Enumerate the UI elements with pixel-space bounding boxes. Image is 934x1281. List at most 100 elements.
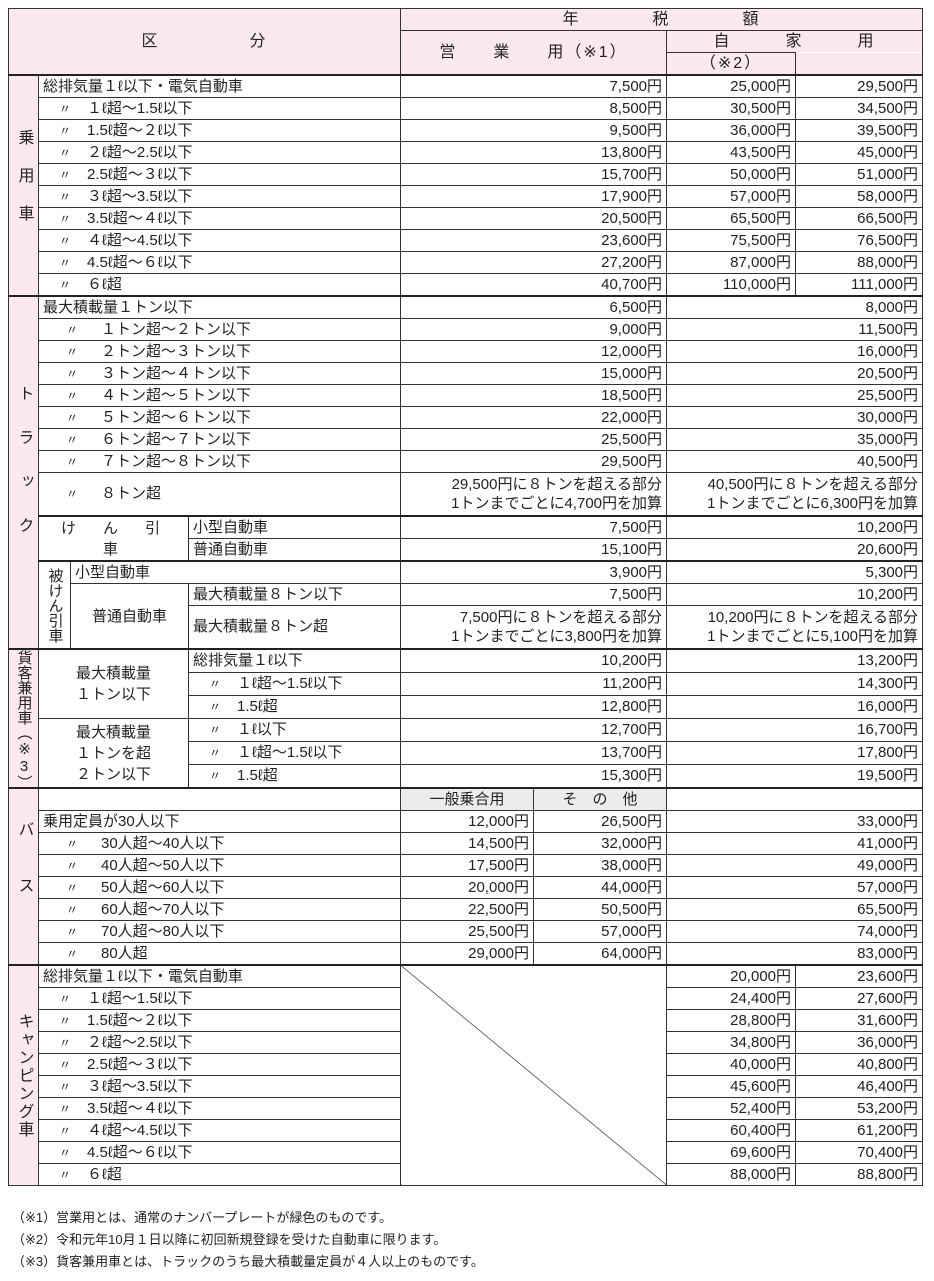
business-tax: 12,700円	[400, 718, 668, 742]
private-tax: 88,800円	[795, 1163, 924, 1186]
private-tax: 23,600円	[795, 964, 924, 988]
private-tax-new: 28,800円	[666, 1009, 797, 1032]
business-tax: 7,500円	[400, 515, 668, 539]
other-tax: 50,500円	[533, 898, 668, 921]
description-text: 1.5ℓ超	[237, 698, 278, 715]
header-category: 区 分	[7, 8, 402, 76]
table-row: 〃 ３ℓ超〜3.5ℓ以下 45,600円 46,400円	[9, 1075, 924, 1098]
general-route-tax: 20,000円	[400, 876, 535, 899]
private-tax: 33,000円	[666, 810, 924, 833]
table-row: 〃 ２トン超〜３トン以下 12,000円 16,000円	[9, 340, 924, 363]
business-tax: 9,000円	[400, 318, 668, 341]
description-text: ４ℓ超〜4.5ℓ以下	[87, 231, 193, 249]
table-row: 〃 ２ℓ超〜2.5ℓ以下 13,800円 43,500円 45,000円	[9, 141, 924, 164]
private-tax: 25,500円	[666, 384, 924, 407]
ditto-mark: 〃	[58, 145, 71, 160]
header-note-2: （※2）	[666, 52, 797, 76]
description-text: 2.5ℓ超〜３ℓ以下	[87, 1055, 193, 1073]
private-tax: 70,400円	[795, 1141, 924, 1164]
private-tax: 61,200円	[795, 1119, 924, 1142]
description-text: ３ℓ超〜3.5ℓ以下	[87, 187, 193, 205]
table-row: 〃 50人超〜60人以下 20,000円 44,000円 57,000円	[9, 876, 924, 899]
ditto-mark: 〃	[58, 1035, 71, 1050]
table-row: 最大積載量 １トンを超 ２トン以下〃 １ℓ以下 12,700円 16,700円	[9, 718, 924, 789]
general-route-tax: 22,500円	[400, 898, 535, 921]
private-tax: 53,200円	[795, 1097, 924, 1120]
table-row: 〃 1.5ℓ超 12,800円 16,000円	[9, 695, 924, 719]
table-row: 〃 ４ℓ超〜4.5ℓ以下 60,400円 61,200円	[9, 1119, 924, 1142]
category-description: 〃 ２ℓ超〜2.5ℓ以下	[37, 1031, 402, 1054]
other-tax: 26,500円	[533, 810, 668, 833]
category-description: 〃 ５トン超〜６トン以下	[37, 406, 402, 429]
description-text: ２トン超〜３トン以下	[101, 342, 252, 360]
private-tax-new: 50,000円	[666, 163, 797, 186]
not-applicable-diagonal	[400, 964, 668, 1186]
category-description: 〃 60人超〜70人以下	[37, 898, 402, 921]
category-description: 〃 50人超〜60人以下	[37, 876, 402, 899]
business-tax: 8,500円	[400, 97, 668, 120]
description-text: ７トン超〜８トン以下	[101, 452, 252, 470]
table-row: 乗用定員が30人以下 12,000円 26,500円 33,000円	[9, 810, 924, 833]
category-description: 〃 4.5ℓ超〜６ℓ以下	[37, 1141, 402, 1164]
business-tax: 10,200円	[400, 648, 668, 673]
header-private: 自 家 用	[666, 30, 924, 53]
private-tax-new: 52,400円	[666, 1097, 797, 1120]
ditto-mark: 〃	[58, 123, 71, 138]
ditto-mark: 〃	[65, 924, 78, 939]
description-text: 乗用定員が30人以下	[43, 812, 180, 830]
footnote-2: （※2）令和元年10月１日以降に初回新規登録を受けた自動車に限ります。	[12, 1232, 447, 1247]
other-tax: 38,000円	[533, 854, 668, 877]
description-text: 60人超〜70人以下	[101, 900, 225, 918]
section-label-dual-use: 貨客兼用車（※3）	[8, 648, 39, 789]
category-description: 〃 ４トン超〜５トン以下	[37, 384, 402, 407]
footnote-1: （※1）営業用とは、通常のナンバープレートが緑色のものです。	[12, 1210, 393, 1225]
ditto-mark: 〃	[65, 858, 78, 873]
table-row: 〃 ６ℓ超 88,000円 88,800円	[9, 1163, 924, 1186]
category-description: 小型自動車	[69, 560, 402, 584]
trailer-label: 被けん引車	[38, 560, 71, 650]
business-tax: 18,500円	[400, 384, 668, 407]
category-description: 〃 70人超〜80人以下	[37, 920, 402, 943]
business-tax: 29,500円に８トンを超える部分 1トンまでごとに4,700円を加算	[400, 472, 668, 517]
private-tax: 5,300円	[666, 560, 924, 584]
header-private-blank	[795, 52, 924, 76]
private-tax: 45,000円	[795, 141, 924, 164]
private-tax: 88,000円	[795, 251, 924, 274]
ditto-mark: 〃	[208, 700, 221, 714]
category-description: 〃 ３ℓ超〜3.5ℓ以下	[37, 185, 402, 208]
table-row: 〃 60人超〜70人以下 22,500円 50,500円 65,500円	[9, 898, 924, 921]
business-tax: 9,500円	[400, 119, 668, 142]
description-text: 50人超〜60人以下	[101, 878, 225, 896]
description-text: １ℓ超〜1.5ℓ以下	[237, 744, 343, 761]
category-description: 乗用定員が30人以下	[37, 810, 402, 833]
private-tax-new: 45,600円	[666, 1075, 797, 1098]
business-tax: 11,200円	[400, 672, 668, 696]
ditto-mark: 〃	[58, 1057, 71, 1072]
header-business: 営 業 用（※1）	[400, 30, 668, 76]
private-tax-new: 88,000円	[666, 1163, 797, 1186]
table-row: 〃 ８トン超 29,500円に８トンを超える部分 1トンまでごとに4,700円を加算…	[9, 472, 924, 517]
business-tax: 13,700円	[400, 741, 668, 765]
ditto-mark: 〃	[58, 1013, 71, 1028]
private-tax: 31,600円	[795, 1009, 924, 1032]
general-route-tax: 25,500円	[400, 920, 535, 943]
ditto-mark: 〃	[58, 1167, 71, 1182]
ditto-mark: 〃	[65, 432, 78, 447]
table-row: 〃 １ℓ超〜1.5ℓ以下 8,500円 30,500円 34,500円	[9, 97, 924, 120]
category-description: 〃 2.5ℓ超〜３ℓ以下	[37, 1053, 402, 1076]
general-route-tax: 14,500円	[400, 832, 535, 855]
ditto-mark: 〃	[65, 880, 78, 895]
private-tax-new: 40,000円	[666, 1053, 797, 1076]
category-description: 〃 １トン超〜２トン以下	[37, 318, 402, 341]
description-text: ４ℓ超〜4.5ℓ以下	[87, 1121, 193, 1139]
private-tax-new: 69,600円	[666, 1141, 797, 1164]
trailer-regular-label: 普通自動車	[70, 583, 189, 650]
description-text: 1.5ℓ超〜２ℓ以下	[87, 121, 193, 139]
table-row: 〃 1.5ℓ超 15,300円 19,500円	[9, 764, 924, 789]
ditto-mark: 〃	[58, 1145, 71, 1160]
private-tax: 51,000円	[795, 163, 924, 186]
section-label-truck: トラック	[8, 295, 39, 650]
ditto-mark: 〃	[65, 410, 78, 425]
category-description: 〃 40人超〜50人以下	[37, 854, 402, 877]
description-text: 最大積載量１トン以下	[43, 298, 194, 316]
